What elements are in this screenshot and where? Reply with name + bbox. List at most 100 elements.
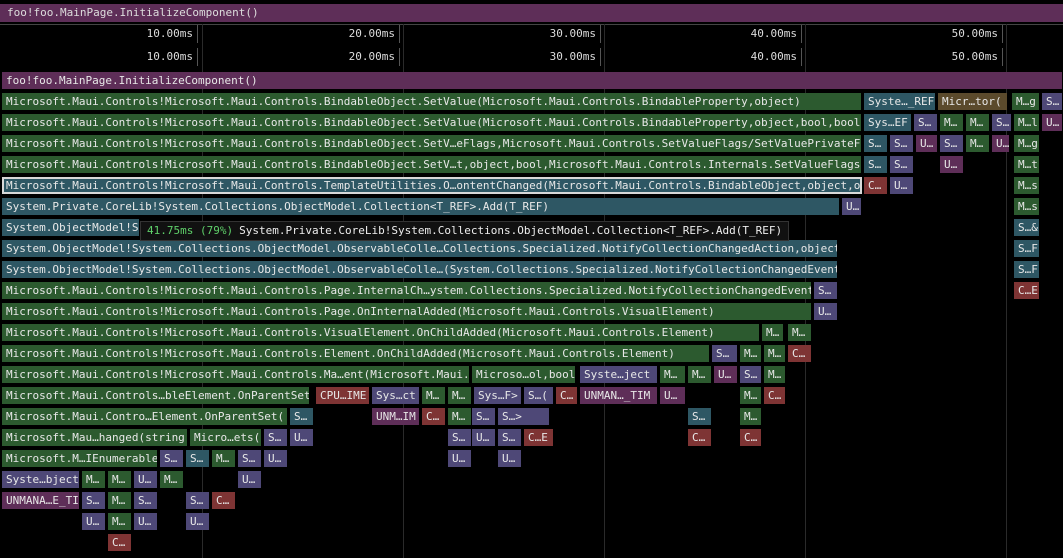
stack-frame[interactable]: S… bbox=[290, 408, 314, 425]
stack-frame[interactable]: C… bbox=[788, 345, 812, 362]
stack-frame[interactable]: M… bbox=[688, 366, 712, 383]
stack-frame[interactable]: S… bbox=[890, 135, 914, 152]
stack-frame[interactable]: M… bbox=[740, 345, 762, 362]
stack-frame[interactable]: S… bbox=[448, 429, 472, 446]
stack-frame[interactable]: S… bbox=[864, 135, 888, 152]
stack-frame[interactable]: M… bbox=[660, 366, 686, 383]
stack-frame[interactable]: M… bbox=[212, 450, 236, 467]
stack-frame[interactable]: S… bbox=[688, 408, 712, 425]
stack-frame[interactable]: Microsoft.Mau…hanged(string bbox=[2, 429, 188, 446]
stack-frame[interactable]: M… bbox=[82, 471, 106, 488]
stack-frame[interactable]: C… bbox=[108, 534, 132, 551]
stack-frame[interactable]: U… bbox=[916, 135, 938, 152]
stack-frame[interactable]: M…t bbox=[1014, 156, 1040, 173]
stack-frame[interactable]: S… bbox=[814, 282, 838, 299]
stack-frame[interactable]: UNMAN…_TIM bbox=[580, 387, 658, 404]
stack-frame[interactable]: S…( bbox=[524, 387, 554, 404]
stack-frame[interactable]: Syste…ject bbox=[580, 366, 658, 383]
stack-frame[interactable]: S… bbox=[472, 408, 496, 425]
stack-frame[interactable]: S…& bbox=[1014, 219, 1040, 236]
stack-frame[interactable]: S… bbox=[498, 429, 522, 446]
breadcrumb[interactable]: foo!foo.MainPage.InitializeComponent() bbox=[0, 4, 1063, 22]
stack-frame[interactable]: S… bbox=[740, 366, 762, 383]
stack-frame[interactable]: Sys…F> bbox=[474, 387, 522, 404]
stack-frame[interactable]: S… bbox=[264, 429, 288, 446]
stack-frame[interactable]: S… bbox=[160, 450, 184, 467]
stack-frame[interactable]: U… bbox=[290, 429, 314, 446]
stack-frame[interactable]: Microsoft.M…IEnumerable bbox=[2, 450, 158, 467]
stack-frame[interactable]: Microsoft.Maui.Controls!Microsoft.Maui.C… bbox=[2, 366, 470, 383]
stack-frame[interactable]: S… bbox=[238, 450, 262, 467]
stack-frame[interactable]: Microsoft.Maui.Controls!Microsoft.Maui.C… bbox=[2, 282, 812, 299]
stack-frame[interactable]: M… bbox=[764, 345, 786, 362]
stack-frame[interactable]: M…g bbox=[1012, 93, 1040, 110]
stack-frame[interactable]: Syste…bject bbox=[2, 471, 80, 488]
stack-frame[interactable]: System.ObjectModel!System.Collections.Ob… bbox=[2, 240, 838, 257]
stack-frame[interactable]: U… bbox=[814, 303, 838, 320]
stack-frame[interactable]: CPU…IME bbox=[316, 387, 370, 404]
stack-frame[interactable]: Syste…_REF bbox=[864, 93, 936, 110]
stack-frame[interactable]: M…s bbox=[1014, 177, 1040, 194]
stack-frame[interactable]: S… bbox=[1042, 93, 1063, 110]
stack-frame[interactable]: C… bbox=[422, 408, 446, 425]
stack-frame[interactable]: System.ObjectModel!System.Collections.Ob… bbox=[2, 261, 838, 278]
stack-frame[interactable]: M… bbox=[764, 366, 786, 383]
stack-frame[interactable]: Microsoft.Maui.Controls!Microsoft.Maui.C… bbox=[2, 324, 760, 341]
stack-frame[interactable]: foo!foo.MainPage.InitializeComponent() bbox=[2, 72, 1063, 89]
stack-frame[interactable]: S… bbox=[186, 492, 210, 509]
stack-frame[interactable]: M… bbox=[448, 387, 472, 404]
stack-frame[interactable]: S… bbox=[992, 114, 1012, 131]
stack-frame[interactable]: U… bbox=[940, 156, 964, 173]
stack-frame[interactable]: UNMANA…E_TIM bbox=[2, 492, 80, 509]
stack-frame[interactable]: M… bbox=[740, 408, 762, 425]
stack-frame[interactable]: S… bbox=[82, 492, 106, 509]
stack-frame[interactable]: M… bbox=[762, 324, 784, 341]
stack-frame[interactable]: U… bbox=[992, 135, 1010, 152]
stack-frame[interactable]: U… bbox=[82, 513, 106, 530]
stack-frame[interactable]: M… bbox=[966, 114, 990, 131]
stack-frame[interactable]: M… bbox=[740, 387, 762, 404]
stack-frame[interactable]: U… bbox=[264, 450, 288, 467]
stack-frame[interactable]: U… bbox=[714, 366, 738, 383]
stack-frame[interactable]: Microsoft.Maui.Controls!Microsoft.Maui.C… bbox=[2, 93, 862, 110]
stack-frame[interactable]: C…E bbox=[524, 429, 554, 446]
stack-frame[interactable]: M…g bbox=[1014, 135, 1040, 152]
stack-frame[interactable]: U… bbox=[660, 387, 686, 404]
stack-frame[interactable]: Microsoft.Maui.Controls!Microsoft.Maui.C… bbox=[2, 156, 862, 173]
stack-frame[interactable]: UNM…IM bbox=[372, 408, 420, 425]
stack-frame[interactable]: U… bbox=[472, 429, 496, 446]
stack-frame[interactable]: U… bbox=[186, 513, 210, 530]
stack-frame[interactable]: S… bbox=[914, 114, 938, 131]
stack-frame[interactable]: U… bbox=[134, 513, 158, 530]
stack-frame[interactable]: S… bbox=[712, 345, 738, 362]
stack-frame[interactable]: Microsoft.Maui.Controls!Microsoft.Maui.C… bbox=[2, 303, 812, 320]
stack-frame[interactable]: Sys…EF bbox=[864, 114, 912, 131]
stack-frame[interactable]: Microsoft.Maui.Contro…Element.OnParentSe… bbox=[2, 408, 288, 425]
stack-frame[interactable]: U… bbox=[238, 471, 262, 488]
stack-frame[interactable]: Sys…ct bbox=[372, 387, 420, 404]
stack-frame[interactable]: System.Private.CoreLib!System.Collection… bbox=[2, 198, 840, 215]
stack-frame[interactable]: Microsoft.Maui.Controls!Microsoft.Maui.C… bbox=[2, 345, 710, 362]
stack-frame[interactable]: U… bbox=[1042, 114, 1063, 131]
stack-frame[interactable]: M… bbox=[448, 408, 472, 425]
stack-frame[interactable]: M…l bbox=[1014, 114, 1040, 131]
stack-frame[interactable]: M… bbox=[108, 513, 132, 530]
selected-stack-frame[interactable]: Microsoft.Maui.Controls!Microsoft.Maui.C… bbox=[2, 177, 862, 194]
stack-frame[interactable]: U… bbox=[448, 450, 472, 467]
stack-frame[interactable]: M… bbox=[940, 114, 964, 131]
stack-frame[interactable]: M… bbox=[788, 324, 812, 341]
stack-frame[interactable]: M… bbox=[966, 135, 990, 152]
stack-frame[interactable]: S… bbox=[940, 135, 964, 152]
stack-frame[interactable]: M… bbox=[108, 492, 132, 509]
stack-frame[interactable]: Microsoft.Maui.Controls…bleElement.OnPar… bbox=[2, 387, 310, 404]
stack-frame[interactable]: U… bbox=[842, 198, 862, 215]
stack-frame[interactable]: System.ObjectModel!Sy bbox=[2, 219, 140, 236]
stack-frame[interactable]: C… bbox=[864, 177, 888, 194]
stack-frame[interactable]: C… bbox=[212, 492, 236, 509]
stack-frame[interactable]: U… bbox=[498, 450, 522, 467]
stack-frame[interactable]: C… bbox=[740, 429, 762, 446]
stack-frame[interactable]: S… bbox=[890, 156, 914, 173]
stack-frame[interactable]: S…F bbox=[1014, 261, 1040, 278]
stack-frame[interactable]: Microso…ol,bool bbox=[472, 366, 576, 383]
stack-frame[interactable]: S…F bbox=[1014, 240, 1040, 257]
